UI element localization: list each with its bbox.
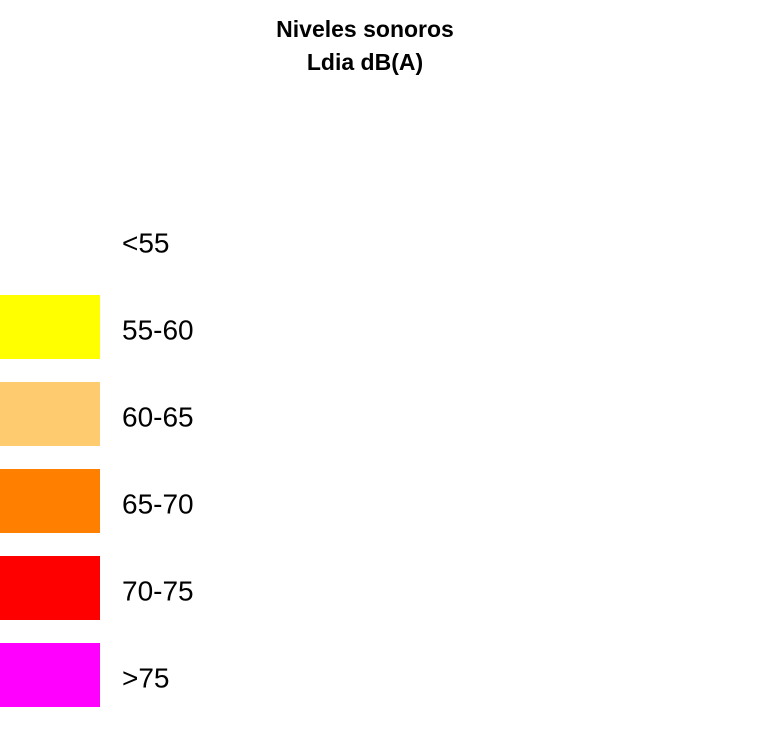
legend-title: Niveles sonoros [276, 16, 454, 42]
legend-swatch [0, 382, 100, 446]
legend-swatch [0, 643, 100, 707]
legend-label: 55-60 [122, 314, 194, 345]
legend-label: 65-70 [122, 488, 194, 519]
legend-swatch [0, 469, 100, 533]
legend-swatch [0, 208, 100, 272]
legend-swatch [0, 295, 100, 359]
legend-subtitle: Ldia dB(A) [307, 49, 423, 75]
legend-label: 60-65 [122, 401, 194, 432]
legend-swatch [0, 556, 100, 620]
legend-label: <55 [122, 227, 170, 258]
legend-label: >75 [122, 662, 170, 693]
legend-label: 70-75 [122, 575, 194, 606]
